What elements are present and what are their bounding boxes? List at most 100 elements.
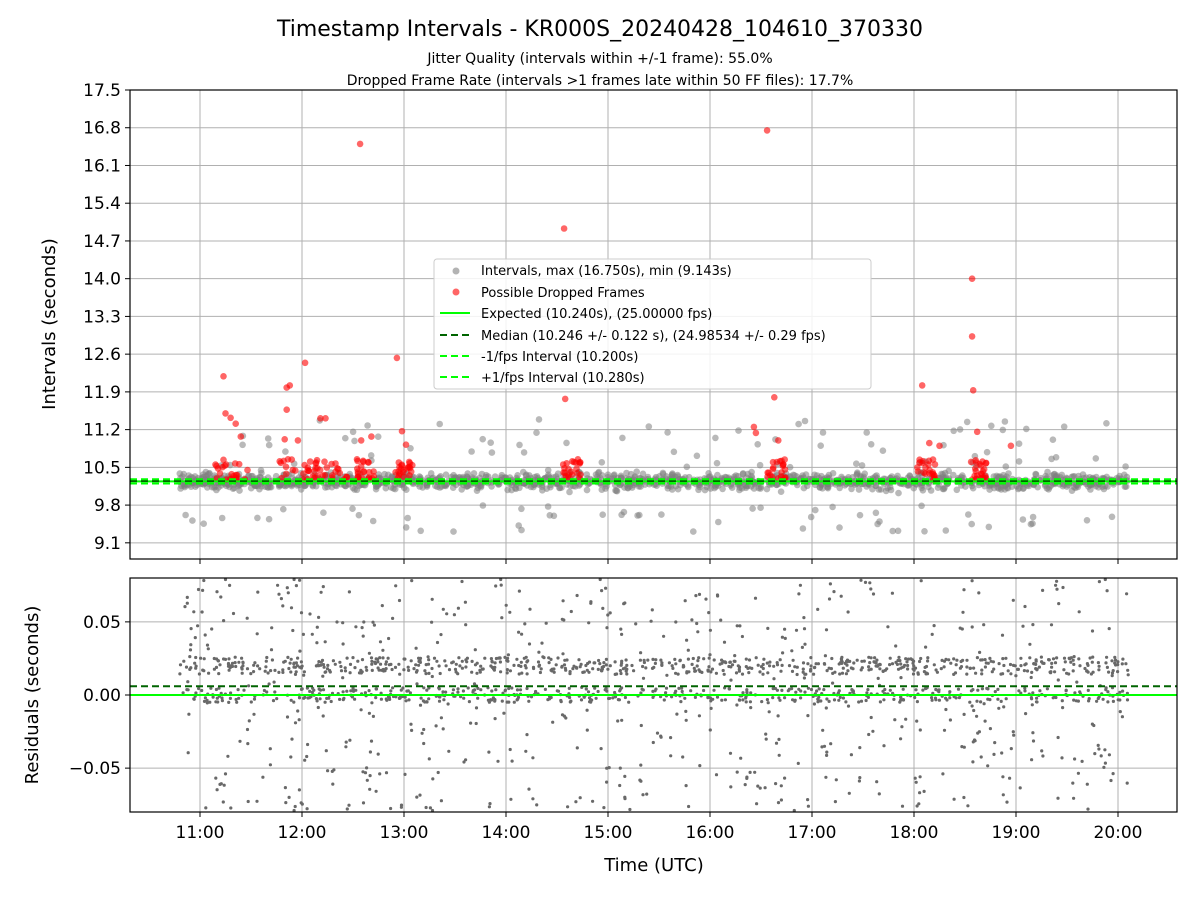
residual-point — [1071, 658, 1075, 662]
residual-point — [783, 636, 787, 641]
interval-point — [736, 486, 743, 494]
residual-point — [446, 702, 450, 706]
dropped-frame-point — [283, 470, 290, 478]
residual-point — [1006, 669, 1010, 673]
residual-point — [654, 687, 658, 691]
residual-point — [436, 770, 440, 775]
residual-point — [618, 766, 622, 770]
residual-point — [241, 660, 245, 664]
interval-point — [610, 472, 618, 479]
residual-point — [630, 663, 634, 668]
residual-point — [524, 655, 528, 659]
residual-point — [525, 672, 529, 676]
interval-point — [927, 487, 935, 494]
residual-point — [734, 671, 739, 675]
residual-point — [722, 640, 727, 644]
residual-point — [223, 772, 228, 776]
dropped-frame-point — [237, 433, 245, 440]
dropped-frame-point — [775, 437, 782, 444]
residual-point — [749, 691, 753, 695]
residual-point — [341, 698, 345, 702]
residual-point — [376, 666, 380, 670]
residual-point — [319, 688, 323, 692]
interval-point — [407, 445, 414, 452]
interval-point — [443, 480, 451, 488]
residual-point — [993, 741, 997, 745]
residual-point — [578, 796, 582, 800]
residual-point — [766, 626, 770, 631]
residual-point — [207, 671, 211, 675]
residual-point — [799, 696, 803, 700]
residual-point — [181, 691, 185, 695]
residual-point — [189, 627, 193, 631]
residual-point — [812, 672, 816, 676]
residual-point — [505, 700, 509, 704]
residual-point — [324, 670, 328, 674]
interval-point — [983, 448, 991, 456]
residual-point — [715, 593, 720, 597]
residual-point — [790, 669, 795, 674]
residual-point — [508, 669, 512, 673]
residual-point — [498, 660, 502, 664]
interval-point — [670, 448, 678, 456]
residual-point — [681, 755, 685, 759]
residual-point — [479, 688, 483, 692]
residual-point — [708, 628, 713, 632]
residual-point — [508, 747, 512, 752]
residual-point — [566, 805, 570, 809]
residual-point — [488, 802, 492, 806]
residual-point — [638, 658, 643, 662]
residual-point — [571, 667, 575, 671]
residual-point — [707, 611, 711, 615]
residual-point — [1011, 663, 1016, 668]
residual-point — [409, 722, 413, 726]
dropped-frame-point — [925, 457, 933, 465]
residual-point — [708, 653, 712, 657]
residual-point — [461, 689, 465, 693]
residual-point — [199, 656, 203, 660]
residual-point — [478, 670, 482, 674]
residual-point — [217, 672, 221, 676]
residual-point — [1047, 658, 1051, 662]
residual-point — [758, 786, 762, 790]
residual-point — [549, 668, 553, 672]
interval-point — [1002, 463, 1010, 470]
residual-point — [1113, 658, 1118, 662]
residual-point — [289, 670, 293, 674]
interval-point — [941, 484, 948, 492]
residual-point — [445, 612, 449, 616]
residual-point — [403, 695, 407, 699]
residual-point — [1092, 723, 1096, 728]
residual-point — [772, 677, 776, 681]
residual-point — [947, 658, 951, 662]
residual-point — [263, 669, 267, 673]
interval-point — [829, 503, 836, 511]
residual-point — [849, 753, 854, 757]
residual-point — [623, 601, 627, 605]
residual-point — [867, 665, 871, 669]
residual-point — [568, 672, 572, 676]
residual-point — [824, 706, 828, 710]
residual-point — [970, 625, 974, 629]
residual-point — [827, 597, 832, 601]
residual-point — [792, 808, 796, 813]
residual-point — [906, 663, 910, 668]
residual-point — [586, 690, 591, 694]
residual-point — [1001, 775, 1005, 779]
residual-point — [1001, 657, 1005, 661]
residual-point — [359, 668, 363, 672]
residual-point — [741, 691, 745, 695]
residual-point — [517, 630, 521, 634]
dropped-frame-point — [283, 406, 291, 414]
residual-point — [772, 664, 776, 668]
residual-point — [674, 662, 678, 666]
residual-point — [723, 698, 728, 702]
residual-point — [1024, 662, 1028, 666]
residual-point — [515, 698, 519, 702]
interval-point — [1015, 440, 1023, 448]
residual-point — [983, 719, 987, 723]
residual-point — [208, 700, 212, 704]
residual-point — [623, 666, 627, 670]
residual-point — [303, 758, 307, 762]
interval-point — [799, 525, 807, 532]
